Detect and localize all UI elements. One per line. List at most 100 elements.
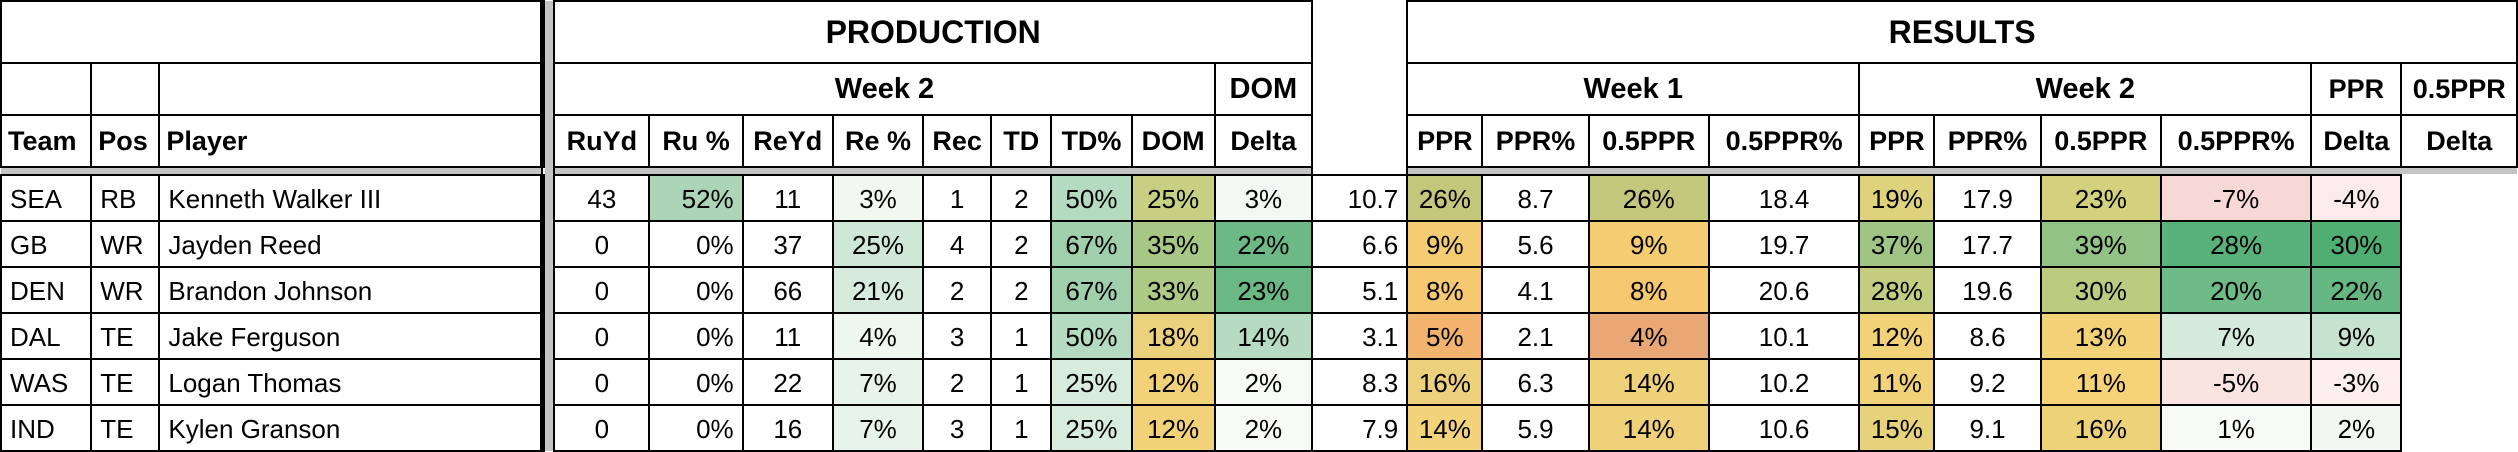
cell-dom-delta[interactable]: 23% (1213, 266, 1314, 314)
cell-w1-ppr-pct[interactable]: 26% (1406, 174, 1484, 222)
cell-reyd[interactable]: 11 (741, 174, 834, 222)
cell-pos[interactable]: WR (90, 266, 161, 314)
cell-re-pct[interactable]: 3% (831, 174, 925, 222)
cell-player[interactable]: Brandon Johnson (158, 266, 545, 314)
cell-w1-half[interactable]: 2.1 (1481, 312, 1590, 360)
cell-w1-half-pct[interactable]: 9% (1587, 220, 1710, 268)
cell-team[interactable]: WAS (0, 358, 93, 406)
cell-player[interactable]: Kenneth Walker III (158, 174, 545, 222)
cell-rec[interactable]: 3 (922, 404, 993, 452)
cell-ru-pct[interactable]: 0% (648, 404, 744, 452)
cell-td-pct[interactable]: 25% (1050, 404, 1133, 452)
cell-w2-half-pct[interactable]: 39% (2039, 220, 2162, 268)
cell-w2-ppr[interactable]: 18.4 (1707, 174, 1861, 222)
cell-w1-half-pct[interactable]: 4% (1587, 312, 1710, 360)
cell-ppr-delta[interactable]: 1% (2159, 404, 2313, 452)
cell-reyd[interactable]: 37 (741, 220, 834, 268)
cell-ruyd[interactable]: 0 (553, 266, 651, 314)
cell-re-pct[interactable]: 21% (831, 266, 925, 314)
cell-dom-delta[interactable]: 3% (1213, 174, 1314, 222)
cell-w2-ppr-pct[interactable]: 15% (1858, 404, 1936, 452)
cell-rec[interactable]: 4 (922, 220, 993, 268)
cell-ruyd[interactable]: 0 (553, 358, 651, 406)
cell-dom-delta[interactable]: 14% (1213, 312, 1314, 360)
cell-reyd[interactable]: 22 (741, 358, 834, 406)
cell-dom[interactable]: 25% (1130, 174, 1216, 222)
cell-w1-ppr[interactable]: 7.9 (1311, 404, 1409, 452)
cell-w1-half[interactable]: 8.7 (1481, 174, 1590, 222)
cell-dom[interactable]: 33% (1130, 266, 1216, 314)
cell-td-pct[interactable]: 50% (1050, 174, 1133, 222)
cell-w2-ppr-pct[interactable]: 37% (1858, 220, 1936, 268)
cell-pos[interactable]: TE (90, 358, 161, 406)
cell-player[interactable]: Kylen Granson (158, 404, 545, 452)
cell-w1-half-pct[interactable]: 8% (1587, 266, 1710, 314)
cell-w2-ppr-pct[interactable]: 11% (1858, 358, 1936, 406)
cell-player[interactable]: Jake Ferguson (158, 312, 545, 360)
cell-reyd[interactable]: 66 (741, 266, 834, 314)
cell-ppr-delta[interactable]: 20% (2159, 266, 2313, 314)
cell-td[interactable]: 2 (990, 266, 1053, 314)
cell-dom-delta[interactable]: 2% (1213, 404, 1314, 452)
cell-player[interactable]: Logan Thomas (158, 358, 545, 406)
cell-w1-ppr[interactable]: 5.1 (1311, 266, 1409, 314)
cell-ru-pct[interactable]: 0% (648, 358, 744, 406)
cell-ru-pct[interactable]: 0% (648, 312, 744, 360)
cell-w2-ppr-pct[interactable]: 12% (1858, 312, 1936, 360)
cell-dom-delta[interactable]: 22% (1213, 220, 1314, 268)
cell-w2-half-pct[interactable]: 30% (2039, 266, 2162, 314)
cell-half-delta[interactable]: 30% (2310, 220, 2403, 268)
cell-w2-half[interactable]: 9.1 (1933, 404, 2042, 452)
cell-w1-ppr[interactable]: 8.3 (1311, 358, 1409, 406)
cell-td-pct[interactable]: 25% (1050, 358, 1133, 406)
cell-half-delta[interactable]: 22% (2310, 266, 2403, 314)
cell-dom[interactable]: 18% (1130, 312, 1216, 360)
cell-ruyd[interactable]: 0 (553, 312, 651, 360)
cell-team[interactable]: IND (0, 404, 93, 452)
cell-re-pct[interactable]: 4% (831, 312, 925, 360)
cell-td[interactable]: 2 (990, 174, 1053, 222)
cell-ruyd[interactable]: 0 (553, 404, 651, 452)
cell-team[interactable]: GB (0, 220, 93, 268)
cell-player[interactable]: Jayden Reed (158, 220, 545, 268)
cell-w1-half[interactable]: 5.6 (1481, 220, 1590, 268)
cell-w1-ppr[interactable]: 6.6 (1311, 220, 1409, 268)
cell-w2-ppr[interactable]: 19.7 (1707, 220, 1861, 268)
cell-td-pct[interactable]: 67% (1050, 266, 1133, 314)
cell-dom[interactable]: 35% (1130, 220, 1216, 268)
cell-ppr-delta[interactable]: 7% (2159, 312, 2313, 360)
cell-pos[interactable]: RB (90, 174, 161, 222)
cell-w2-ppr[interactable]: 10.1 (1707, 312, 1861, 360)
cell-w1-ppr-pct[interactable]: 16% (1406, 358, 1484, 406)
cell-td[interactable]: 2 (990, 220, 1053, 268)
cell-w2-half-pct[interactable]: 13% (2039, 312, 2162, 360)
cell-ppr-delta[interactable]: -7% (2159, 174, 2313, 222)
cell-ruyd[interactable]: 43 (553, 174, 651, 222)
cell-w2-ppr-pct[interactable]: 19% (1858, 174, 1936, 222)
cell-w1-ppr-pct[interactable]: 9% (1406, 220, 1484, 268)
cell-pos[interactable]: TE (90, 404, 161, 452)
cell-ppr-delta[interactable]: -5% (2159, 358, 2313, 406)
cell-w2-half-pct[interactable]: 23% (2039, 174, 2162, 222)
cell-w1-half[interactable]: 5.9 (1481, 404, 1590, 452)
cell-ru-pct[interactable]: 52% (648, 174, 744, 222)
cell-ppr-delta[interactable]: 28% (2159, 220, 2313, 268)
cell-pos[interactable]: WR (90, 220, 161, 268)
cell-w1-half-pct[interactable]: 14% (1587, 404, 1710, 452)
cell-td[interactable]: 1 (990, 312, 1053, 360)
cell-td-pct[interactable]: 50% (1050, 312, 1133, 360)
cell-rec[interactable]: 2 (922, 358, 993, 406)
cell-td[interactable]: 1 (990, 404, 1053, 452)
cell-dom-delta[interactable]: 2% (1213, 358, 1314, 406)
cell-ruyd[interactable]: 0 (553, 220, 651, 268)
cell-reyd[interactable]: 16 (741, 404, 834, 452)
cell-w1-ppr-pct[interactable]: 14% (1406, 404, 1484, 452)
cell-team[interactable]: SEA (0, 174, 93, 222)
cell-w2-half-pct[interactable]: 16% (2039, 404, 2162, 452)
cell-half-delta[interactable]: 2% (2310, 404, 2403, 452)
cell-w2-ppr[interactable]: 10.6 (1707, 404, 1861, 452)
cell-w2-half[interactable]: 17.7 (1933, 220, 2042, 268)
cell-dom[interactable]: 12% (1130, 404, 1216, 452)
cell-w2-half[interactable]: 19.6 (1933, 266, 2042, 314)
cell-rec[interactable]: 2 (922, 266, 993, 314)
